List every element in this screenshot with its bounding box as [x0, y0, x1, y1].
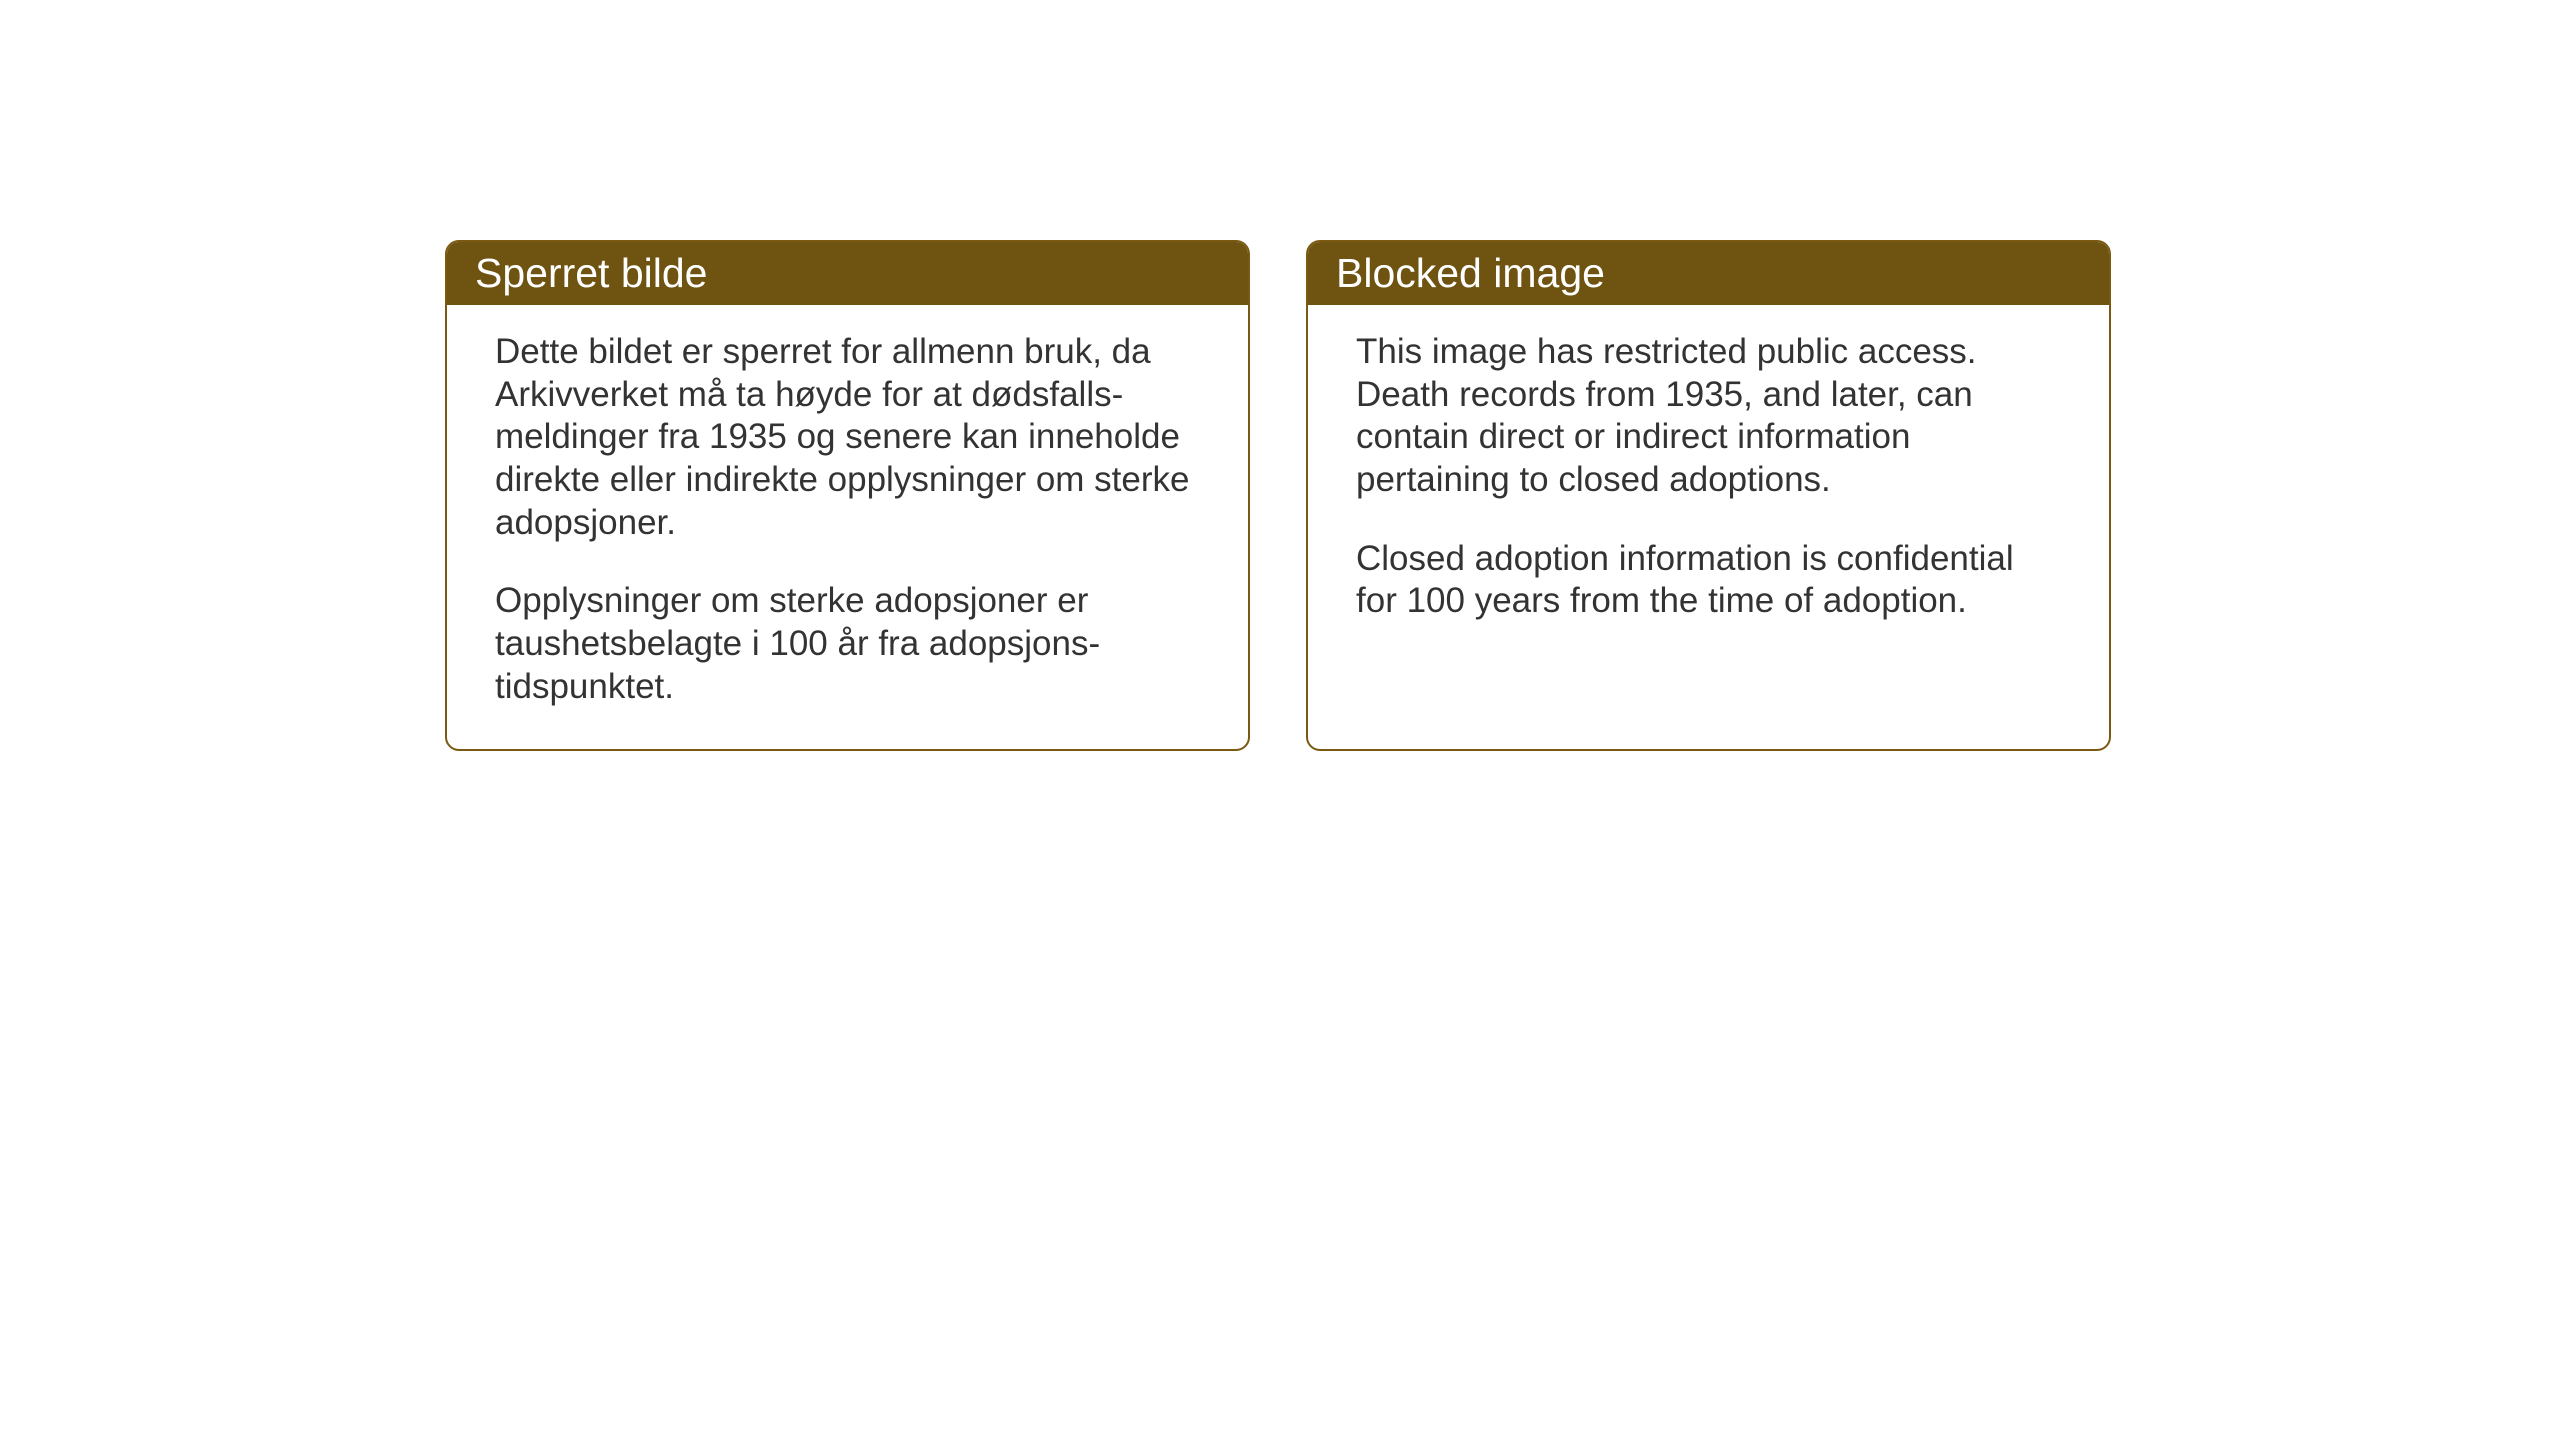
- card-paragraph-norwegian-1: Dette bildet er sperret for allmenn bruk…: [495, 331, 1200, 544]
- card-paragraph-norwegian-2: Opplysninger om sterke adopsjoner er tau…: [495, 580, 1200, 708]
- card-title-english: Blocked image: [1336, 250, 1605, 296]
- notice-card-english: Blocked image This image has restricted …: [1306, 240, 2111, 751]
- card-body-english: This image has restricted public access.…: [1308, 305, 2109, 663]
- card-title-norwegian: Sperret bilde: [475, 250, 707, 296]
- card-paragraph-english-1: This image has restricted public access.…: [1356, 331, 2061, 502]
- card-body-norwegian: Dette bildet er sperret for allmenn bruk…: [447, 305, 1248, 749]
- card-header-english: Blocked image: [1308, 242, 2109, 305]
- notice-cards-container: Sperret bilde Dette bildet er sperret fo…: [445, 240, 2111, 751]
- card-header-norwegian: Sperret bilde: [447, 242, 1248, 305]
- card-paragraph-english-2: Closed adoption information is confident…: [1356, 538, 2061, 623]
- notice-card-norwegian: Sperret bilde Dette bildet er sperret fo…: [445, 240, 1250, 751]
